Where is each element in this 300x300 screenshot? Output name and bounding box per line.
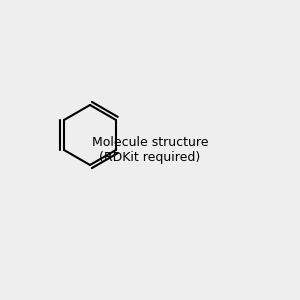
- Text: Molecule structure
(RDKit required): Molecule structure (RDKit required): [92, 136, 208, 164]
